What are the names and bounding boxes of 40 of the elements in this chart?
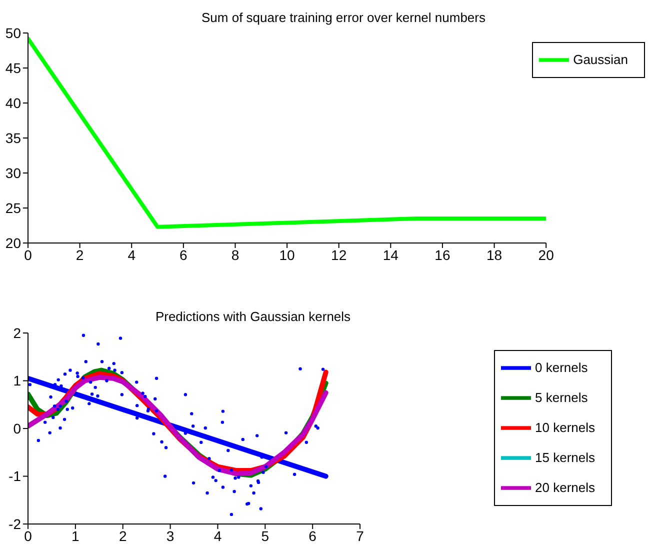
y-tick-label: 45 bbox=[5, 60, 22, 76]
legend-label: 10 kernels bbox=[535, 420, 595, 435]
x-tick-label: 8 bbox=[231, 246, 240, 263]
x-tick-label: 10 bbox=[279, 246, 296, 263]
y-tick-label: 25 bbox=[5, 200, 22, 216]
x-tick-label: 4 bbox=[128, 246, 136, 263]
legend-label: 0 kernels bbox=[535, 360, 588, 375]
legend-label: 5 kernels bbox=[535, 390, 588, 405]
x-tick-label: 2 bbox=[76, 246, 84, 263]
y-tick-label: 30 bbox=[5, 164, 22, 181]
x-tick-label: 16 bbox=[434, 246, 450, 263]
x-tick-label: 3 bbox=[166, 528, 174, 544]
x-tick-label: 4 bbox=[214, 528, 222, 544]
x-tick-label: 6 bbox=[180, 246, 188, 263]
x-tick-label: 5 bbox=[261, 528, 270, 544]
x-tick-label: 14 bbox=[382, 246, 399, 263]
line-series bbox=[28, 36, 546, 229]
x-tick-label: 12 bbox=[331, 246, 347, 263]
x-tick-label: 18 bbox=[486, 246, 502, 263]
x-tick-label: 7 bbox=[356, 528, 364, 544]
y-tick-label: -2 bbox=[8, 516, 22, 532]
x-tick-label: 0 bbox=[24, 528, 32, 544]
y-tick-label: 1 bbox=[13, 372, 22, 389]
y-tick-label: -1 bbox=[8, 468, 22, 484]
y-tick-label: 0 bbox=[13, 420, 22, 436]
y-tick-label: 20 bbox=[5, 234, 22, 251]
y-tick-label: 40 bbox=[5, 94, 22, 111]
y-tick-label: 35 bbox=[5, 130, 22, 146]
y-tick-label: 2 bbox=[13, 324, 22, 341]
x-tick-label: 2 bbox=[118, 528, 127, 544]
x-tick-label: 6 bbox=[308, 528, 317, 544]
x-tick-label: 20 bbox=[538, 246, 554, 263]
y-tick-label: 50 bbox=[5, 24, 22, 41]
x-tick-label: 1 bbox=[72, 528, 80, 544]
legend-label: Gaussian bbox=[573, 52, 628, 67]
legend-label: 15 kernels bbox=[535, 450, 595, 465]
legend-label: 20 kernels bbox=[535, 480, 595, 495]
chart-title: Predictions with Gaussian kernels bbox=[154, 309, 352, 324]
x-tick-label: 0 bbox=[24, 246, 32, 263]
chart-title: Sum of square training error over kernel numbers bbox=[200, 10, 486, 25]
